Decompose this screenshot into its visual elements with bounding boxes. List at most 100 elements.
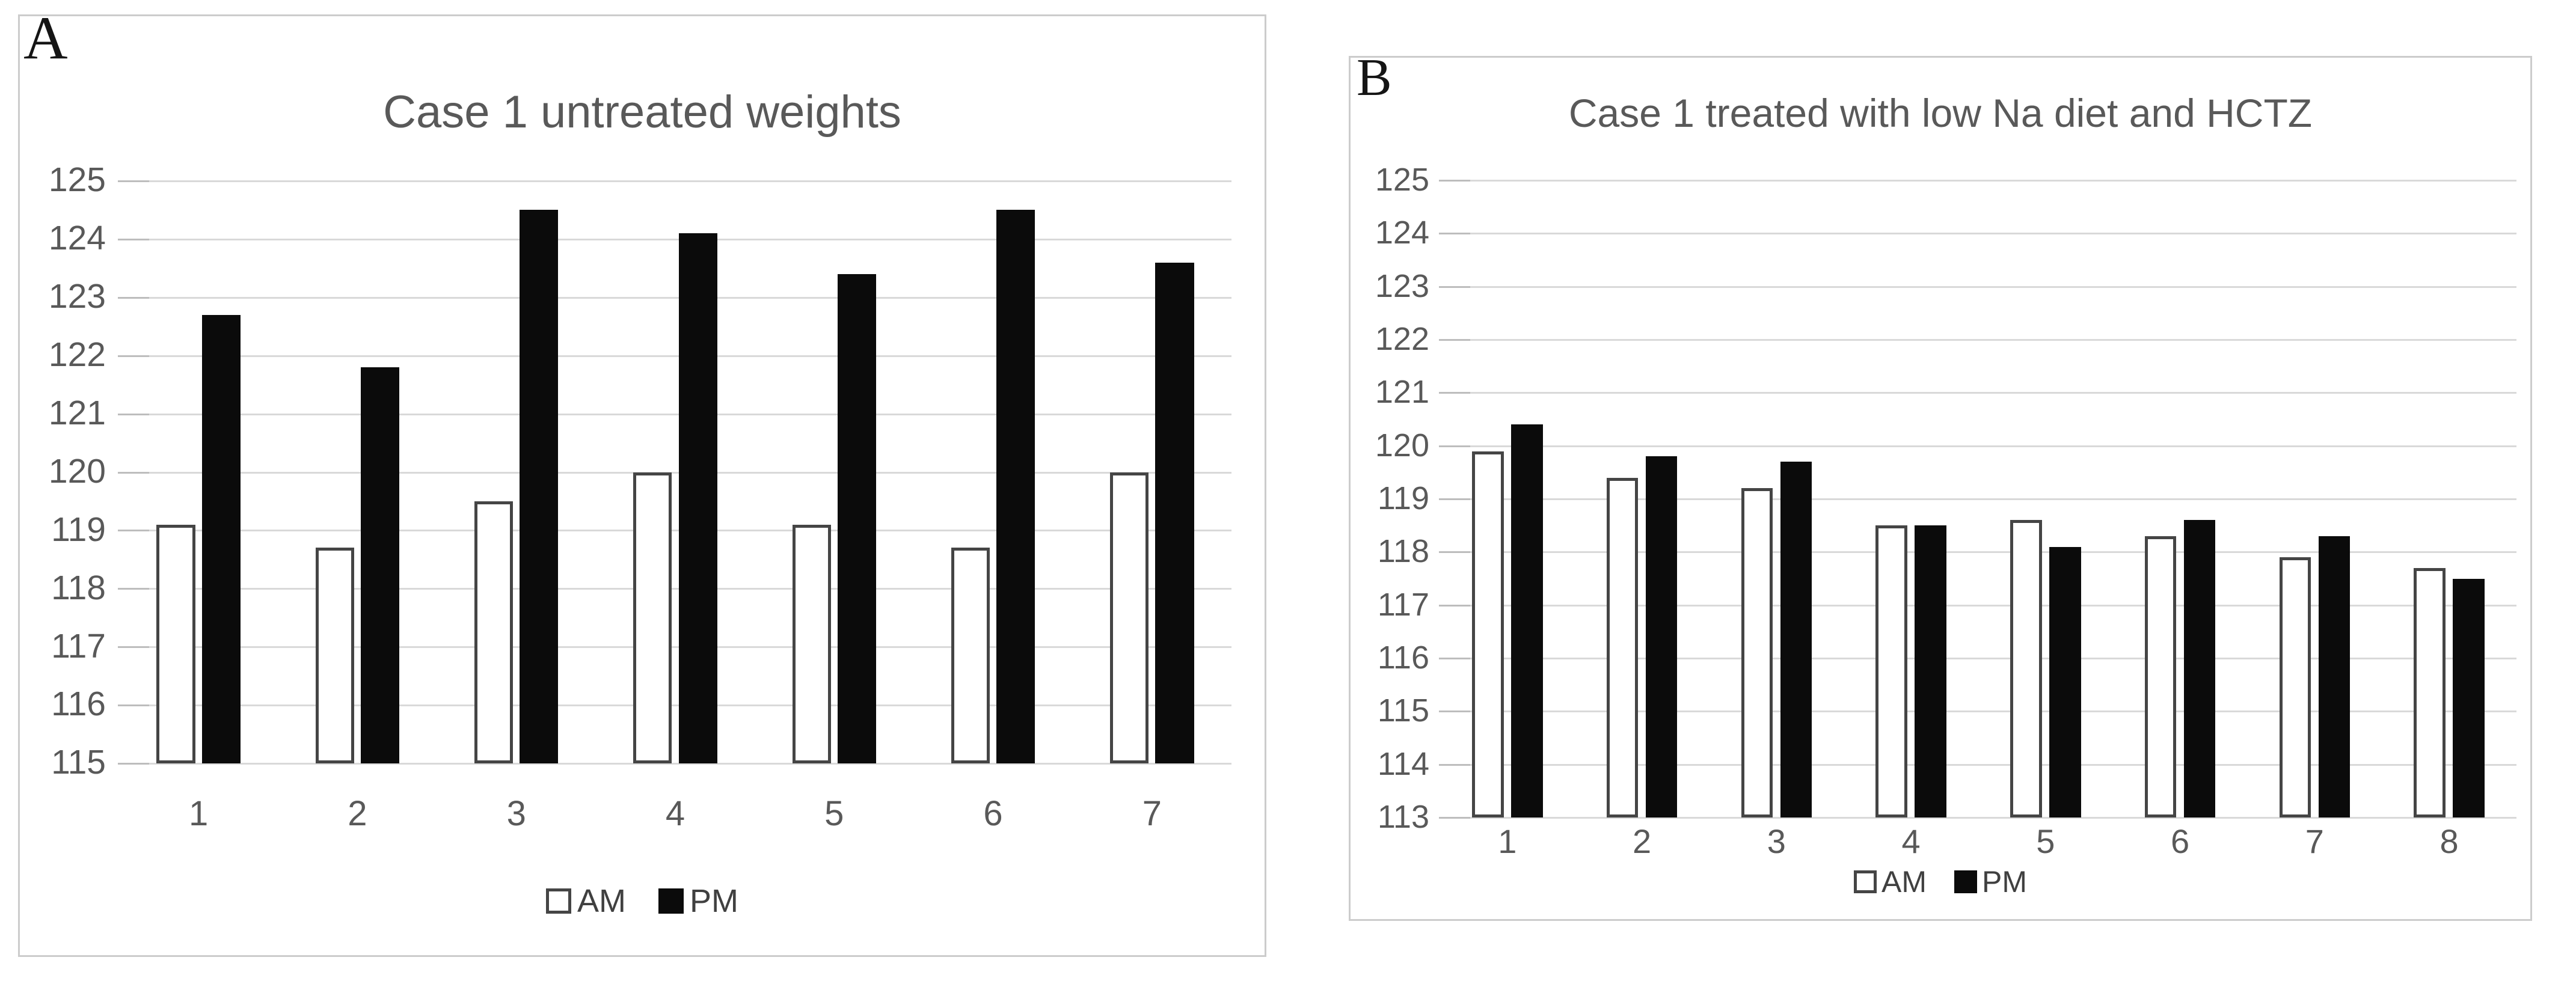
- bar-pm-b-2: [1645, 456, 1678, 817]
- y-tick-mark-a-123: [118, 296, 149, 299]
- x-category-label-b-6: 6: [2171, 822, 2190, 860]
- gridline-b-117: [1440, 604, 2516, 607]
- legend-item-am-a: AM: [546, 885, 626, 917]
- y-tick-label-b-123: 123: [1375, 267, 1429, 304]
- legend-label-am: AM: [577, 883, 626, 919]
- gridline-b-123: [1440, 286, 2516, 288]
- y-tick-mark-b-122: [1439, 339, 1470, 341]
- y-tick-label-b-120: 120: [1375, 427, 1429, 463]
- bar-am-a-2: [315, 548, 354, 763]
- panel-a: A Case 1 untreated weights 125 124 123 122 1…: [18, 8, 1266, 957]
- bar-pm-b-3: [1780, 462, 1812, 817]
- bar-am-b-3: [1741, 488, 1773, 817]
- gridline-a-116: [119, 704, 1231, 707]
- y-tick-mark-b-120: [1439, 445, 1470, 447]
- gridline-a-117: [119, 646, 1231, 649]
- y-tick-label-a-115: 115: [51, 743, 106, 782]
- x-category-label-b-7: 7: [2305, 822, 2324, 860]
- gridline-b-115: [1440, 710, 2516, 713]
- bar-am-a-4: [633, 472, 672, 763]
- bar-am-b-4: [1875, 525, 1907, 817]
- y-tick-label-a-125: 125: [48, 160, 106, 200]
- legend-item-am-b: AM: [1854, 867, 1927, 897]
- bar-am-b-2: [1606, 477, 1639, 817]
- gridline-b-113: [1440, 817, 2516, 819]
- y-tick-label-b-122: 122: [1375, 320, 1429, 357]
- y-tick-mark-a-122: [118, 355, 149, 357]
- y-tick-mark-b-115: [1439, 710, 1470, 713]
- legend-swatch-pm-icon: [658, 888, 684, 914]
- gridline-b-122: [1440, 339, 2516, 341]
- legend-label-am: AM: [1881, 865, 1927, 899]
- gridline-b-120: [1440, 445, 2516, 447]
- y-tick-mark-b-116: [1439, 658, 1470, 659]
- bar-am-b-5: [2010, 520, 2042, 817]
- bar-pm-a-7: [1155, 262, 1194, 763]
- x-category-label-a-5: 5: [824, 794, 844, 833]
- y-tick-label-a-120: 120: [48, 451, 106, 490]
- bar-pm-a-1: [201, 314, 241, 763]
- y-tick-mark-b-113: [1439, 817, 1470, 819]
- y-tick-mark-a-120: [118, 471, 149, 474]
- y-tick-label-b-113: 113: [1377, 798, 1429, 835]
- gridline-a-115: [119, 763, 1231, 765]
- x-category-label-b-8: 8: [2440, 822, 2459, 860]
- x-category-label-a-7: 7: [1142, 794, 1162, 833]
- y-tick-mark-b-118: [1439, 551, 1470, 554]
- gridline-a-120: [119, 471, 1231, 474]
- y-tick-label-a-119: 119: [51, 510, 106, 549]
- bar-am-a-7: [1110, 472, 1149, 763]
- bar-am-b-8: [2414, 567, 2446, 817]
- gridline-b-125: [1440, 180, 2516, 182]
- y-tick-label-a-118: 118: [51, 568, 106, 607]
- y-tick-mark-a-121: [118, 413, 149, 415]
- y-tick-label-a-124: 124: [48, 219, 106, 258]
- gridline-b-116: [1440, 658, 2516, 659]
- bar-pm-b-4: [1915, 525, 1946, 817]
- bar-am-b-7: [2279, 557, 2311, 817]
- legend-swatch-am-icon: [1854, 870, 1877, 893]
- bar-pm-a-3: [520, 210, 559, 763]
- bar-pm-a-4: [678, 233, 717, 763]
- gridline-a-118: [119, 588, 1231, 590]
- y-tick-label-b-121: 121: [1375, 374, 1429, 411]
- gridline-b-124: [1440, 233, 2516, 235]
- y-tick-label-a-122: 122: [48, 335, 106, 374]
- gridline-a-122: [119, 355, 1231, 357]
- y-tick-label-a-117: 117: [51, 626, 106, 665]
- bar-am-b-6: [2144, 536, 2177, 817]
- gridline-a-119: [119, 530, 1231, 532]
- x-category-label-b-3: 3: [1767, 822, 1786, 860]
- legend-label-pm: PM: [1982, 865, 2027, 899]
- panel-b-letter: B: [1357, 49, 1392, 107]
- x-category-label-a-4: 4: [665, 794, 685, 833]
- x-category-label-a-6: 6: [983, 794, 1003, 833]
- bar-pm-b-5: [2049, 546, 2081, 817]
- y-tick-mark-a-118: [118, 588, 149, 590]
- gridline-b-119: [1440, 498, 2516, 500]
- chart-a-title: Case 1 untreated weights: [383, 87, 901, 138]
- y-tick-mark-b-125: [1439, 180, 1470, 182]
- x-category-label-b-5: 5: [2036, 822, 2055, 860]
- y-tick-label-b-124: 124: [1375, 215, 1429, 251]
- gridline-a-125: [119, 180, 1231, 182]
- chart-b-title: Case 1 treated with low Na diet and HCTZ: [1568, 91, 2313, 135]
- gridline-b-118: [1440, 551, 2516, 554]
- bar-pm-b-6: [2183, 520, 2216, 817]
- y-tick-mark-a-117: [118, 646, 149, 649]
- x-category-label-b-2: 2: [1633, 822, 1652, 860]
- x-category-label-b-4: 4: [1901, 822, 1921, 860]
- y-tick-label-a-123: 123: [48, 277, 106, 316]
- y-tick-mark-b-123: [1439, 286, 1470, 288]
- legend-swatch-am-icon: [546, 888, 571, 914]
- y-tick-label-a-116: 116: [51, 685, 106, 724]
- y-tick-label-a-121: 121: [48, 393, 106, 432]
- y-tick-mark-a-125: [118, 180, 149, 182]
- gridline-a-123: [119, 296, 1231, 299]
- y-tick-mark-b-114: [1439, 763, 1470, 766]
- chart-a-plot-area: 125 124 123 122 121 120 119 118 117 116 115 1 2 3 4 5 6 7: [49, 163, 1231, 831]
- y-tick-mark-b-121: [1439, 392, 1470, 394]
- y-tick-label-b-125: 125: [1375, 161, 1429, 198]
- x-category-label-a-1: 1: [189, 794, 209, 833]
- legend-item-pm-a: PM: [658, 885, 738, 917]
